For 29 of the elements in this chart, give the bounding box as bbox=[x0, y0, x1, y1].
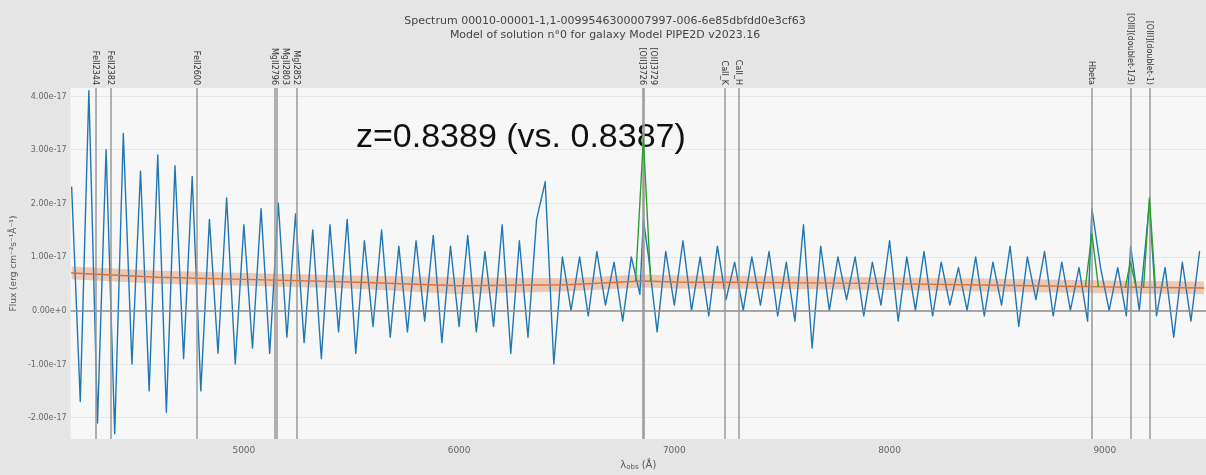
ref-line-label: FeII2382 bbox=[106, 50, 116, 85]
ref-line-label: FeII2600 bbox=[192, 50, 202, 85]
y-tick-label: 1.00e-17 bbox=[30, 252, 67, 262]
ref-line-label: MgII2803 bbox=[280, 47, 290, 85]
ref-line-label: [OII]3729 bbox=[648, 47, 658, 85]
y-tick-label: -2.00e-17 bbox=[27, 413, 67, 423]
y-tick-label: -1.00e-17 bbox=[27, 359, 67, 369]
ref-line-label: [OII]3726 bbox=[637, 47, 647, 85]
x-tick-label: 6000 bbox=[447, 444, 471, 455]
ref-line-label: Hbeta bbox=[1087, 60, 1097, 86]
x-tick-label: 8000 bbox=[878, 444, 902, 455]
y-tick-label: 2.00e-17 bbox=[30, 198, 67, 208]
x-tick-label: 7000 bbox=[662, 444, 687, 455]
ref-line-label: CaII_H bbox=[734, 59, 744, 85]
y-tick-label: 3.00e-17 bbox=[30, 145, 67, 155]
ref-line-label: MgI2852 bbox=[292, 50, 302, 85]
ref-line-label: MgII2796 bbox=[269, 47, 279, 85]
chart-title: Spectrum 00010-00001-1,1-0099546300007997-006-6e85dbfdd0e3cf63 bbox=[404, 14, 806, 27]
ref-line-label: CaII_K bbox=[720, 60, 730, 86]
chart-subtitle: Model of solution n°0 for galaxy Model PIPE2D v2023.16 bbox=[449, 28, 761, 41]
ref-line-label: [OIII](doublet-1) bbox=[1144, 20, 1154, 85]
annotation: z=0.8389 (vs. 0.8387) bbox=[356, 116, 686, 154]
y-tick-label: 4.00e-17 bbox=[30, 91, 67, 101]
ref-line-label: [OIII](doublet-1/3) bbox=[1125, 12, 1135, 85]
ref-line-label: FeII2344 bbox=[91, 50, 101, 85]
y-tick-label: 0.00e+0 bbox=[32, 305, 67, 315]
x-tick-label: 9000 bbox=[1093, 444, 1117, 455]
y-axis-title: Flux (erg cm⁻²s⁻¹Å⁻¹) bbox=[6, 215, 18, 312]
x-tick-label: 5000 bbox=[232, 444, 256, 455]
